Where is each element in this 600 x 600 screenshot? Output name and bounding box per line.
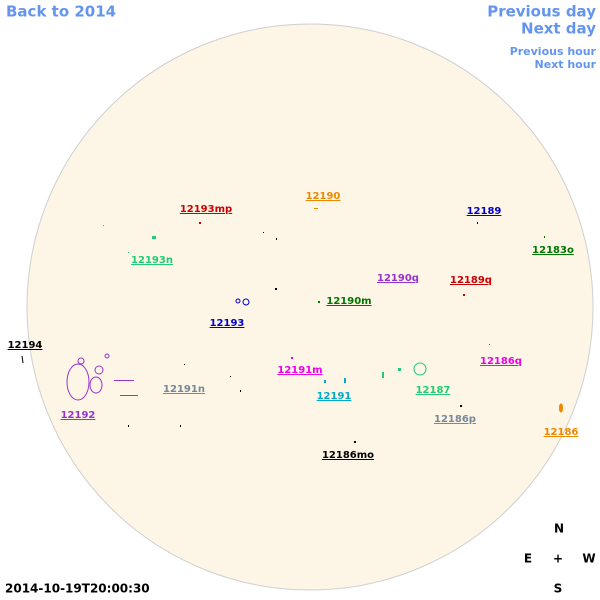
- compass-east: E: [524, 552, 532, 566]
- region-label[interactable]: 12186mo: [322, 450, 374, 461]
- region-label[interactable]: 12187: [416, 385, 451, 396]
- region-label[interactable]: 12189: [467, 206, 502, 217]
- compass-west: W: [582, 552, 595, 566]
- spot-dots: [103, 208, 545, 443]
- region-label[interactable]: 12193mp: [180, 204, 232, 215]
- region-label[interactable]: 12190m: [326, 296, 371, 307]
- region-label[interactable]: 12194: [8, 340, 43, 351]
- region-label[interactable]: 12186: [544, 427, 579, 438]
- previous-hour-link[interactable]: Previous hour: [510, 45, 597, 58]
- next-day-link[interactable]: Next day: [521, 20, 596, 38]
- region-label[interactable]: 12186q: [480, 356, 522, 367]
- region-label[interactable]: 12193: [210, 318, 245, 329]
- compass-center: +: [553, 552, 563, 566]
- region-label[interactable]: 12191n: [163, 384, 205, 395]
- sunspots: [21, 298, 563, 413]
- region-label[interactable]: 12191m: [277, 365, 322, 376]
- next-hour-link[interactable]: Next hour: [535, 58, 597, 71]
- compass-south: S: [554, 582, 563, 596]
- solar-disk: [26, 23, 594, 591]
- region-label[interactable]: 12191: [317, 391, 352, 402]
- timestamp: 2014-10-19T20:00:30: [5, 582, 150, 596]
- region-label[interactable]: 12193n: [131, 255, 173, 266]
- region-label[interactable]: 12190: [306, 191, 341, 202]
- back-link[interactable]: Back to 2014: [6, 3, 116, 21]
- region-label[interactable]: 12189q: [450, 275, 492, 286]
- region-label[interactable]: 12186p: [434, 414, 476, 425]
- previous-day-link[interactable]: Previous day: [487, 3, 596, 21]
- region-label[interactable]: 12192: [61, 410, 96, 421]
- compass-north: N: [554, 522, 564, 536]
- region-label[interactable]: 12183o: [532, 245, 574, 256]
- region-label[interactable]: 12190q: [377, 273, 419, 284]
